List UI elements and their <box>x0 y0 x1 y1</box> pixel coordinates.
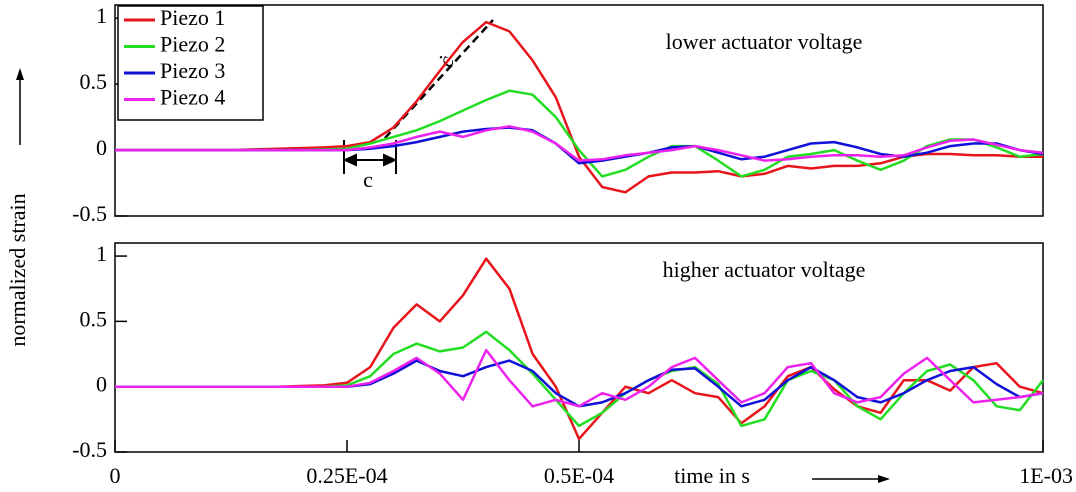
c-marker <box>342 140 398 174</box>
series-line <box>115 125 1044 162</box>
x-tick-label: 1E-03 <box>1019 463 1073 488</box>
y-tick-label: 0 <box>96 135 107 160</box>
y-label: normalized strain <box>5 193 30 346</box>
series-line <box>115 257 1044 441</box>
legend-label: Piezo 1 <box>160 5 225 30</box>
legend-label: Piezo 2 <box>160 32 225 57</box>
y-axis-title: normalized strain <box>5 68 30 347</box>
c-arrowhead <box>342 153 357 167</box>
y-tick-label: 0.5 <box>80 306 108 331</box>
annotation: lower actuator voltage <box>666 29 863 54</box>
x-tick-label: 0 <box>110 463 121 488</box>
x-label: time in s <box>674 463 750 488</box>
x-arrowhead <box>878 475 890 483</box>
legend-label: Piezo 4 <box>160 85 225 110</box>
x-tick-label: 0.5E-04 <box>544 463 614 488</box>
x-tick-label: 0.25E-04 <box>306 463 387 488</box>
y-tick-label: 0 <box>96 372 107 397</box>
series-line <box>115 359 1044 408</box>
y-arrowhead <box>16 68 24 80</box>
series-line <box>115 330 1044 428</box>
plot-frame <box>114 4 1044 217</box>
annotation: higher actuator voltage <box>663 257 866 282</box>
x-axis-title: time in s <box>674 463 890 488</box>
y-tick-label: 1 <box>96 3 107 28</box>
legend-label: Piezo 3 <box>160 58 225 83</box>
annotation: c <box>363 167 373 192</box>
y-tick-label: -0.5 <box>72 201 107 226</box>
y-tick-label: 0.5 <box>80 69 108 94</box>
series-line <box>115 348 1044 408</box>
plot-frame <box>114 242 1044 453</box>
c-arrowhead <box>383 153 398 167</box>
y-tick-label: -0.5 <box>72 437 107 462</box>
y-tick-label: 1 <box>96 241 107 266</box>
